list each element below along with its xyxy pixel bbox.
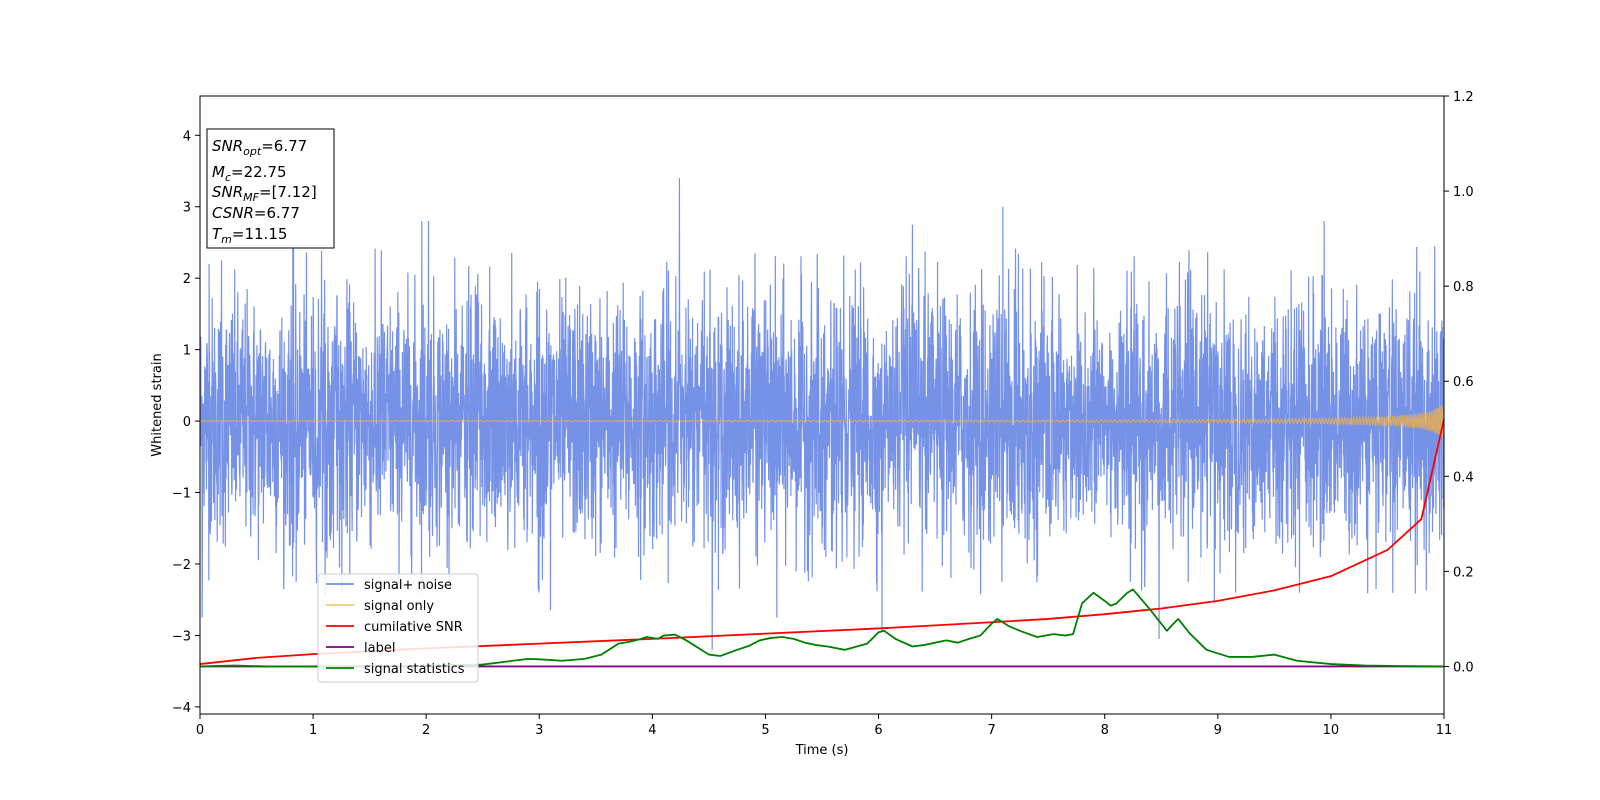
- x-tick-label: 3: [535, 723, 543, 738]
- info-csnr: CSNR=6.77: [212, 204, 300, 222]
- right-y-tick-label: 1.0: [1453, 185, 1474, 200]
- y-axis-label: Whitened strain: [150, 353, 165, 456]
- left-y-axis-ticks: −4 −3 −2 −1 0 1 2 3 4: [172, 129, 200, 716]
- left-y-tick-label: 4: [183, 129, 191, 144]
- left-y-tick-label: −4: [172, 701, 191, 716]
- left-y-tick-label: −3: [172, 629, 191, 644]
- legend-label-signal-statistics: signal statistics: [364, 662, 465, 677]
- info-box: SNRopt=6.77 Mc=22.75 SNRMF=[7.12] CSNR=6…: [206, 128, 335, 249]
- legend-label-signal-noise: signal+ noise: [364, 578, 452, 593]
- left-y-tick-label: 1: [183, 344, 191, 359]
- series-signal-only-line: [200, 405, 1444, 437]
- info-snr-mf: SNRMF=[7.12]: [212, 183, 317, 204]
- right-y-tick-label: 0.0: [1453, 660, 1474, 675]
- info-snr-opt: SNRopt=6.77: [212, 137, 307, 158]
- x-tick-label: 2: [422, 723, 430, 738]
- x-tick-label: 1: [309, 723, 317, 738]
- right-y-tick-label: 1.2: [1453, 90, 1474, 105]
- legend: signal+ noise signal only cumilative SNR…: [317, 573, 479, 683]
- left-y-tick-label: −1: [172, 487, 191, 502]
- x-tick-label: 4: [648, 723, 656, 738]
- x-tick-label: 9: [1214, 723, 1222, 738]
- info-mc: Mc=22.75: [212, 163, 287, 184]
- info-tm: Tm=11.15: [212, 225, 287, 246]
- series-signal-noise-line: [200, 178, 1444, 650]
- left-y-tick-label: 0: [183, 415, 191, 430]
- legend-frame: [317, 573, 479, 683]
- left-y-tick-label: 3: [183, 201, 191, 216]
- right-y-tick-label: 0.2: [1453, 565, 1474, 580]
- x-tick-label: 10: [1323, 723, 1340, 738]
- left-y-tick-label: −2: [172, 558, 191, 573]
- right-y-tick-label: 0.6: [1453, 375, 1474, 390]
- x-tick-label: 11: [1436, 723, 1453, 738]
- x-tick-label: 7: [987, 723, 995, 738]
- info-box-frame: [206, 128, 335, 249]
- right-y-tick-label: 0.4: [1453, 470, 1474, 485]
- right-y-tick-label: 0.8: [1453, 280, 1474, 295]
- right-y-axis-ticks: 0.0 0.2 0.4 0.6 0.8 1.0 1.2: [1444, 90, 1474, 675]
- x-axis-label: Time (s): [795, 743, 849, 758]
- x-tick-label: 6: [874, 723, 882, 738]
- left-y-tick-label: 2: [183, 272, 191, 287]
- series-signal-statistics-line: [200, 588, 1444, 668]
- legend-label-label: label: [364, 641, 395, 656]
- x-tick-label: 0: [196, 723, 204, 738]
- x-axis-ticks: 0 1 2 3 4 5 6 7 8 9 10 11: [196, 714, 1452, 738]
- legend-label-cumulative-snr: cumilative SNR: [364, 620, 463, 635]
- axes-frame: [199, 95, 1445, 715]
- x-tick-label: 8: [1101, 723, 1109, 738]
- x-tick-label: 5: [761, 723, 769, 738]
- legend-label-signal-only: signal only: [364, 599, 434, 614]
